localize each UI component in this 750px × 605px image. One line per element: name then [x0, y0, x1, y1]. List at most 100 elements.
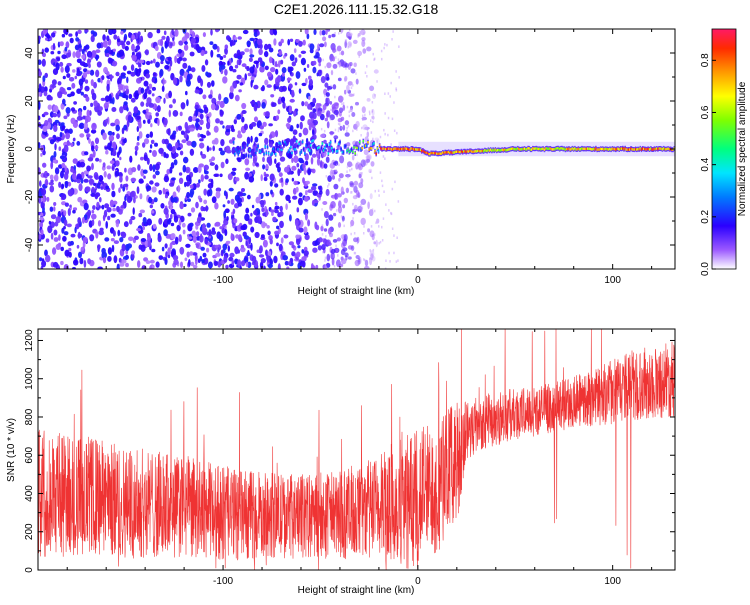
signal-cell	[403, 148, 405, 151]
noise-blob	[194, 104, 199, 110]
signal-cell	[526, 148, 528, 151]
faint-noise-cell	[352, 185, 354, 188]
noise-blob	[338, 177, 341, 182]
noise-blob	[202, 94, 207, 100]
faint-noise-cell	[381, 184, 384, 188]
noise-blob	[225, 158, 229, 165]
signal-cell	[338, 142, 340, 146]
faint-noise-cell	[328, 183, 330, 186]
faint-noise-cell	[393, 129, 396, 132]
noise-blob	[88, 220, 93, 228]
faint-noise-cell	[335, 244, 337, 248]
noise-blob	[187, 236, 193, 240]
noise-blob	[125, 90, 129, 95]
noise-blob	[337, 205, 343, 214]
x-tick-label: -100	[213, 576, 233, 587]
noise-blob	[191, 140, 197, 148]
noise-blob	[286, 266, 290, 269]
noise-blob	[66, 73, 71, 78]
noise-blob	[211, 97, 217, 104]
noise-blob	[203, 164, 209, 171]
noise-blob	[369, 230, 375, 238]
signal-cell	[436, 152, 438, 155]
signal-cell	[250, 154, 252, 158]
signal-cell	[418, 148, 421, 151]
faint-noise-cell	[372, 120, 374, 124]
noise-blob	[279, 188, 284, 196]
noise-blob	[114, 160, 120, 167]
noise-blob	[245, 207, 250, 214]
noise-blob	[167, 127, 171, 136]
noise-blob	[194, 36, 200, 44]
faint-noise-cell	[335, 56, 337, 59]
noise-blob	[218, 147, 223, 152]
signal-cell	[398, 148, 401, 151]
noise-blob	[163, 117, 168, 126]
noise-blob	[344, 132, 350, 137]
faint-noise-cell	[388, 209, 390, 212]
noise-blob	[44, 119, 49, 127]
noise-blob	[234, 94, 240, 102]
noise-blob	[199, 235, 204, 243]
noise-blob	[84, 151, 89, 156]
signal-cell	[354, 152, 356, 155]
signal-cell	[498, 148, 500, 152]
noise-blob	[142, 142, 146, 148]
signal-cell	[495, 149, 498, 152]
noise-blob	[39, 217, 45, 221]
noise-blob	[343, 234, 348, 242]
signal-cell	[241, 153, 243, 156]
noise-blob	[195, 231, 200, 237]
noise-blob	[324, 41, 327, 48]
noise-blob	[266, 84, 272, 88]
noise-blob	[236, 133, 243, 139]
signal-cell	[608, 148, 610, 151]
signal-cell	[595, 147, 597, 150]
noise-blob	[284, 52, 288, 57]
faint-noise-cell	[372, 255, 374, 258]
noise-blob	[285, 123, 290, 128]
y-tick-label: 0	[24, 567, 35, 573]
noise-blob	[64, 181, 69, 185]
noise-blob	[162, 77, 165, 86]
noise-blob	[80, 178, 84, 184]
signal-cell	[300, 150, 303, 153]
noise-blob	[179, 111, 183, 117]
colorbar-gradient	[711, 28, 737, 270]
noise-blob	[332, 47, 337, 53]
noise-blob	[185, 168, 190, 172]
noise-blob	[60, 170, 64, 179]
noise-blob	[83, 45, 87, 52]
noise-blob	[141, 265, 145, 269]
noise-blob	[249, 66, 255, 74]
faint-noise-cell	[333, 264, 336, 268]
noise-blob	[326, 239, 331, 245]
signal-cell	[577, 147, 580, 150]
signal-cell	[529, 148, 532, 151]
signal-cell	[383, 147, 386, 150]
noise-blob	[224, 44, 229, 50]
noise-blob	[325, 156, 330, 163]
noise-blob	[83, 122, 88, 130]
noise-blob	[209, 41, 214, 45]
noise-blob	[312, 66, 317, 74]
noise-blob	[144, 49, 149, 56]
y-tick-label: 600	[24, 446, 35, 463]
noise-blob	[262, 157, 265, 162]
signal-cell	[557, 147, 560, 150]
signal-cell	[273, 151, 276, 154]
noise-blob	[192, 30, 195, 38]
noise-blob	[96, 42, 102, 49]
noise-blob	[208, 229, 212, 237]
signal-cell	[461, 150, 464, 154]
noise-blob	[164, 243, 168, 249]
noise-blob	[204, 238, 209, 245]
noise-blob	[89, 54, 92, 58]
noise-blob	[313, 199, 319, 204]
noise-blob	[264, 173, 269, 177]
noise-blob	[294, 82, 298, 86]
noise-blob	[194, 254, 198, 262]
noise-blob	[236, 59, 240, 66]
noise-blob	[253, 210, 258, 216]
signal-cell	[479, 150, 481, 153]
